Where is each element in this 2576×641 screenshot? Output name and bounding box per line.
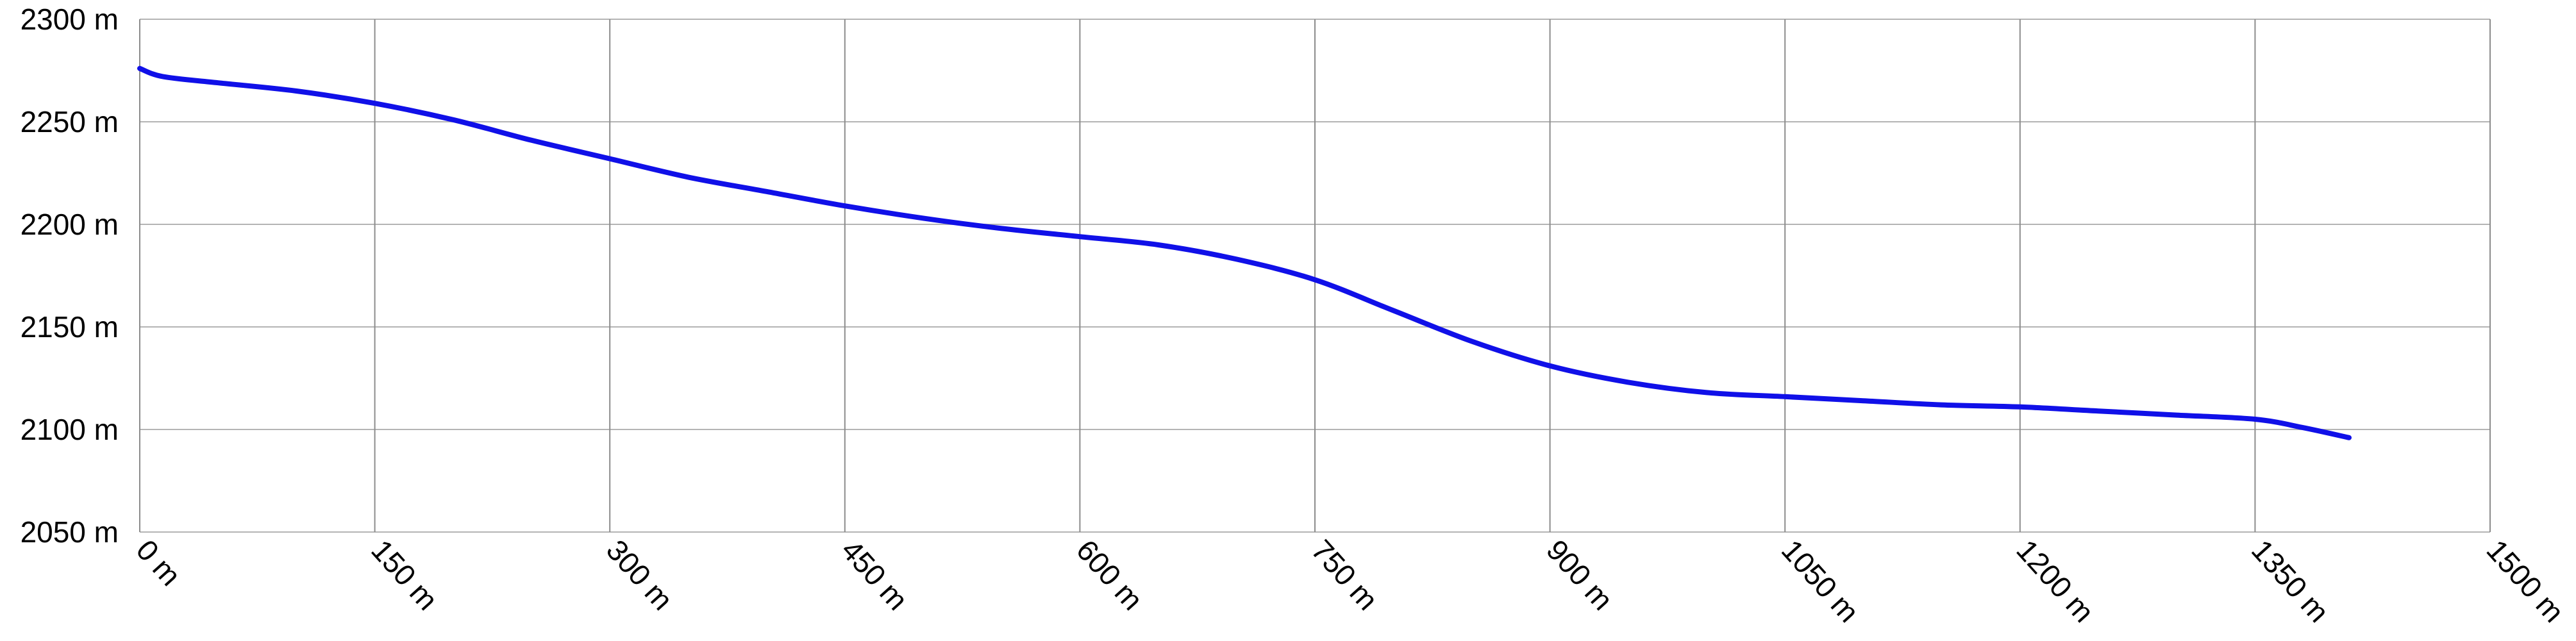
x-tick-label: 1200 m <box>2010 533 2100 629</box>
x-tick-label: 150 m <box>365 533 444 617</box>
x-tick-label: 1350 m <box>2245 533 2336 629</box>
elevation-series-line <box>137 65 2352 440</box>
y-tick-label: 2250 m <box>21 105 119 138</box>
y-tick-label: 2300 m <box>21 3 119 36</box>
x-tick-label: 1050 m <box>1775 533 1866 629</box>
y-tick-label: 2200 m <box>21 208 119 241</box>
x-tick-label: 600 m <box>1070 533 1150 617</box>
x-tick-label: 900 m <box>1540 533 1619 617</box>
y-tick-label: 2150 m <box>21 310 119 344</box>
x-tick-label: 300 m <box>600 533 680 617</box>
x-tick-label: 1500 m <box>2480 533 2571 629</box>
x-tick-label: 750 m <box>1305 533 1385 617</box>
x-tick-label: 450 m <box>835 533 914 617</box>
grid <box>139 19 2491 533</box>
y-tick-label: 2100 m <box>21 413 119 446</box>
x-tick-label: 0 m <box>130 533 188 592</box>
series-layer <box>137 65 2352 440</box>
axis-tick-labels: 2050 m 2100 m 2150 m 2200 m 2250 m 2300 m 0 m 1… <box>21 3 2571 629</box>
y-tick-label: 2050 m <box>21 515 119 549</box>
